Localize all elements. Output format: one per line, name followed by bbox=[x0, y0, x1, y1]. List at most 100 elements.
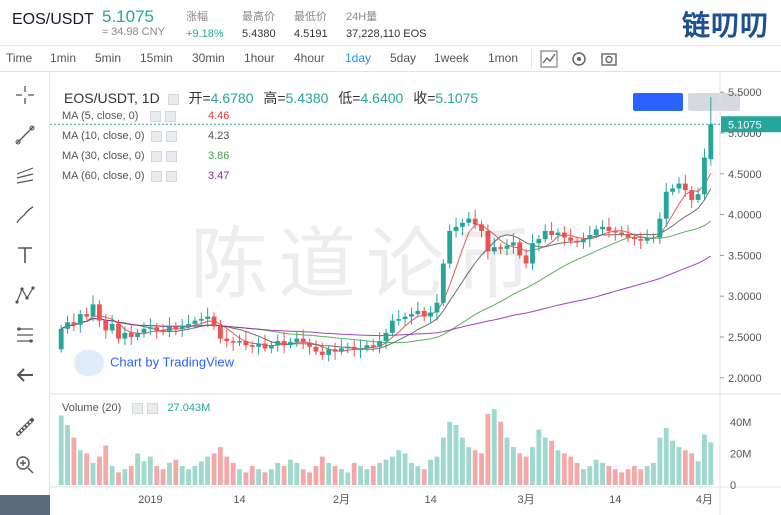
candle-body bbox=[619, 232, 625, 235]
volume-bar bbox=[619, 472, 625, 485]
ma-close-icon[interactable] bbox=[165, 130, 177, 142]
tf-1mon[interactable]: 1mon bbox=[488, 51, 519, 65]
volume-bar bbox=[307, 472, 312, 485]
tf-1day[interactable]: 1day bbox=[345, 51, 372, 65]
settings-icon[interactable] bbox=[570, 50, 588, 68]
time-tick-label: 4月 bbox=[696, 494, 713, 506]
volume-bar bbox=[561, 453, 567, 485]
volume-bar bbox=[383, 459, 389, 485]
legend-settings-icon[interactable] bbox=[167, 93, 179, 105]
candle-body bbox=[71, 322, 77, 325]
candle-body bbox=[77, 314, 83, 325]
candle-body bbox=[440, 263, 446, 303]
toolbar-collapse[interactable] bbox=[0, 495, 50, 515]
volume-bar bbox=[504, 437, 510, 485]
volume-bar bbox=[217, 447, 223, 485]
tf-4hour[interactable]: 4hour bbox=[294, 51, 325, 65]
volume-bar bbox=[472, 450, 478, 485]
volume-bar bbox=[695, 461, 701, 485]
stat-label: 最低价 bbox=[294, 11, 327, 23]
volume-bar bbox=[281, 466, 287, 485]
volume-bar bbox=[510, 447, 516, 485]
trend-line-icon[interactable] bbox=[14, 124, 36, 146]
depth-tab[interactable] bbox=[688, 93, 740, 111]
price-cny: ≈ 34.98 CNY bbox=[102, 26, 165, 38]
volume-bar bbox=[657, 437, 663, 485]
volume-bar bbox=[453, 424, 459, 485]
candle-body bbox=[192, 320, 198, 324]
volume-bar bbox=[211, 453, 217, 485]
stat-change: 涨幅 +9.18% bbox=[186, 8, 224, 40]
fib-icon[interactable] bbox=[14, 324, 36, 346]
candle-body bbox=[275, 341, 281, 346]
tradingview-credit[interactable]: Chart by TradingView bbox=[74, 350, 234, 376]
ma-close-icon[interactable] bbox=[165, 150, 177, 162]
volume-bar bbox=[109, 466, 115, 485]
volume-bar bbox=[230, 462, 236, 485]
ma-settings-icon[interactable] bbox=[150, 130, 162, 142]
tf-1min[interactable]: 1min bbox=[50, 51, 77, 65]
candle-body bbox=[237, 341, 242, 343]
candle-body bbox=[631, 237, 637, 240]
screenshot-icon[interactable] bbox=[600, 50, 618, 68]
volume-bar bbox=[77, 450, 83, 485]
ma-settings-icon[interactable] bbox=[150, 150, 162, 162]
volume-close-icon[interactable] bbox=[147, 402, 159, 414]
ma-label: MA (30, close, 0) bbox=[62, 150, 145, 162]
volume-bar bbox=[58, 415, 64, 485]
volume-bar bbox=[434, 456, 440, 485]
pattern-icon[interactable] bbox=[14, 284, 36, 306]
volume-bar bbox=[358, 466, 363, 485]
chart-type-icon[interactable] bbox=[540, 50, 558, 68]
ma60-legend: MA (60, close, 0) 3.47 bbox=[62, 170, 229, 182]
stat-value: 5.4380 bbox=[242, 28, 276, 40]
ma-settings-icon[interactable] bbox=[150, 170, 162, 182]
ma-label: MA (5, close, 0) bbox=[62, 110, 139, 122]
candle-body bbox=[224, 338, 230, 342]
text-icon[interactable] bbox=[14, 244, 36, 266]
candle-body bbox=[186, 323, 191, 326]
tf-5day[interactable]: 5day bbox=[390, 51, 417, 65]
brush-icon[interactable] bbox=[14, 204, 36, 226]
market-tab[interactable] bbox=[633, 93, 683, 111]
tf-1hour[interactable]: 1hour bbox=[244, 51, 275, 65]
volume-bar bbox=[606, 466, 612, 485]
volume-bar bbox=[517, 453, 523, 485]
tf-5min[interactable]: 5min bbox=[95, 51, 122, 65]
tf-1week[interactable]: 1week bbox=[434, 51, 469, 65]
candle-body bbox=[109, 323, 115, 331]
volume-bar bbox=[409, 462, 414, 485]
zoom-in-icon[interactable] bbox=[14, 454, 36, 476]
ma5-legend: MA (5, close, 0) 4.46 bbox=[62, 110, 229, 122]
candle-body bbox=[370, 345, 376, 347]
candle-body bbox=[307, 342, 312, 347]
pitchfork-icon[interactable] bbox=[14, 164, 36, 186]
crosshair-icon[interactable] bbox=[14, 84, 36, 106]
candle-body bbox=[262, 343, 268, 349]
legend-title: EOS/USDT, 1D bbox=[64, 90, 160, 106]
candle-body bbox=[294, 338, 300, 342]
candle-body bbox=[154, 327, 160, 331]
volume-settings-icon[interactable] bbox=[132, 402, 144, 414]
tf-15min[interactable]: 15min bbox=[140, 51, 173, 65]
volume-bar bbox=[224, 456, 230, 485]
watermark: 陈道论币 bbox=[190, 220, 543, 310]
back-arrow-icon[interactable] bbox=[14, 364, 36, 386]
chart-area[interactable]: 5.5000 5.0000 4.5000 4.0000 3.5000 3.0000 2.50… bbox=[50, 72, 781, 515]
candle-body bbox=[600, 226, 605, 230]
candle-body bbox=[402, 316, 408, 320]
tf-time[interactable]: Time bbox=[6, 51, 33, 65]
volume-bar bbox=[587, 466, 593, 485]
volume-bar bbox=[631, 466, 637, 485]
ma-settings-icon[interactable] bbox=[150, 110, 162, 122]
volume-bar bbox=[702, 434, 707, 485]
current-price-tag-label: 5.1075 bbox=[728, 119, 762, 131]
tf-30min[interactable]: 30min bbox=[192, 51, 225, 65]
candle-body bbox=[364, 345, 370, 349]
volume-bar bbox=[65, 424, 70, 485]
candle-body bbox=[453, 226, 459, 231]
volume-tick-label: 40M bbox=[730, 417, 751, 429]
ma-close-icon[interactable] bbox=[165, 170, 177, 182]
ruler-icon[interactable] bbox=[14, 416, 36, 438]
ma-close-icon[interactable] bbox=[165, 110, 177, 122]
